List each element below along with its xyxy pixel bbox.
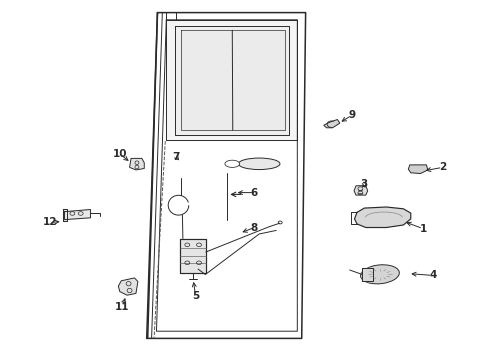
Text: 4: 4 [428, 270, 436, 280]
Text: 1: 1 [419, 224, 426, 234]
Text: 10: 10 [112, 149, 127, 159]
Polygon shape [354, 207, 410, 228]
Polygon shape [166, 20, 297, 140]
Text: 8: 8 [250, 222, 257, 233]
Ellipse shape [238, 158, 279, 170]
Polygon shape [129, 158, 144, 170]
Text: 5: 5 [192, 291, 199, 301]
Polygon shape [146, 13, 305, 338]
Text: 9: 9 [348, 110, 355, 120]
Polygon shape [156, 20, 297, 331]
Text: 11: 11 [115, 302, 129, 312]
Polygon shape [323, 120, 339, 128]
Text: 7: 7 [172, 152, 180, 162]
Polygon shape [361, 268, 372, 281]
Polygon shape [407, 165, 427, 174]
Polygon shape [353, 186, 367, 195]
Text: 3: 3 [360, 179, 367, 189]
Polygon shape [62, 209, 67, 221]
Text: 2: 2 [438, 162, 445, 172]
Text: 6: 6 [250, 188, 257, 198]
Text: 12: 12 [42, 217, 57, 228]
Polygon shape [181, 30, 284, 130]
Ellipse shape [360, 265, 399, 284]
Polygon shape [64, 210, 90, 220]
Polygon shape [180, 239, 205, 273]
Polygon shape [175, 26, 289, 135]
Ellipse shape [224, 160, 239, 167]
Polygon shape [118, 278, 138, 295]
